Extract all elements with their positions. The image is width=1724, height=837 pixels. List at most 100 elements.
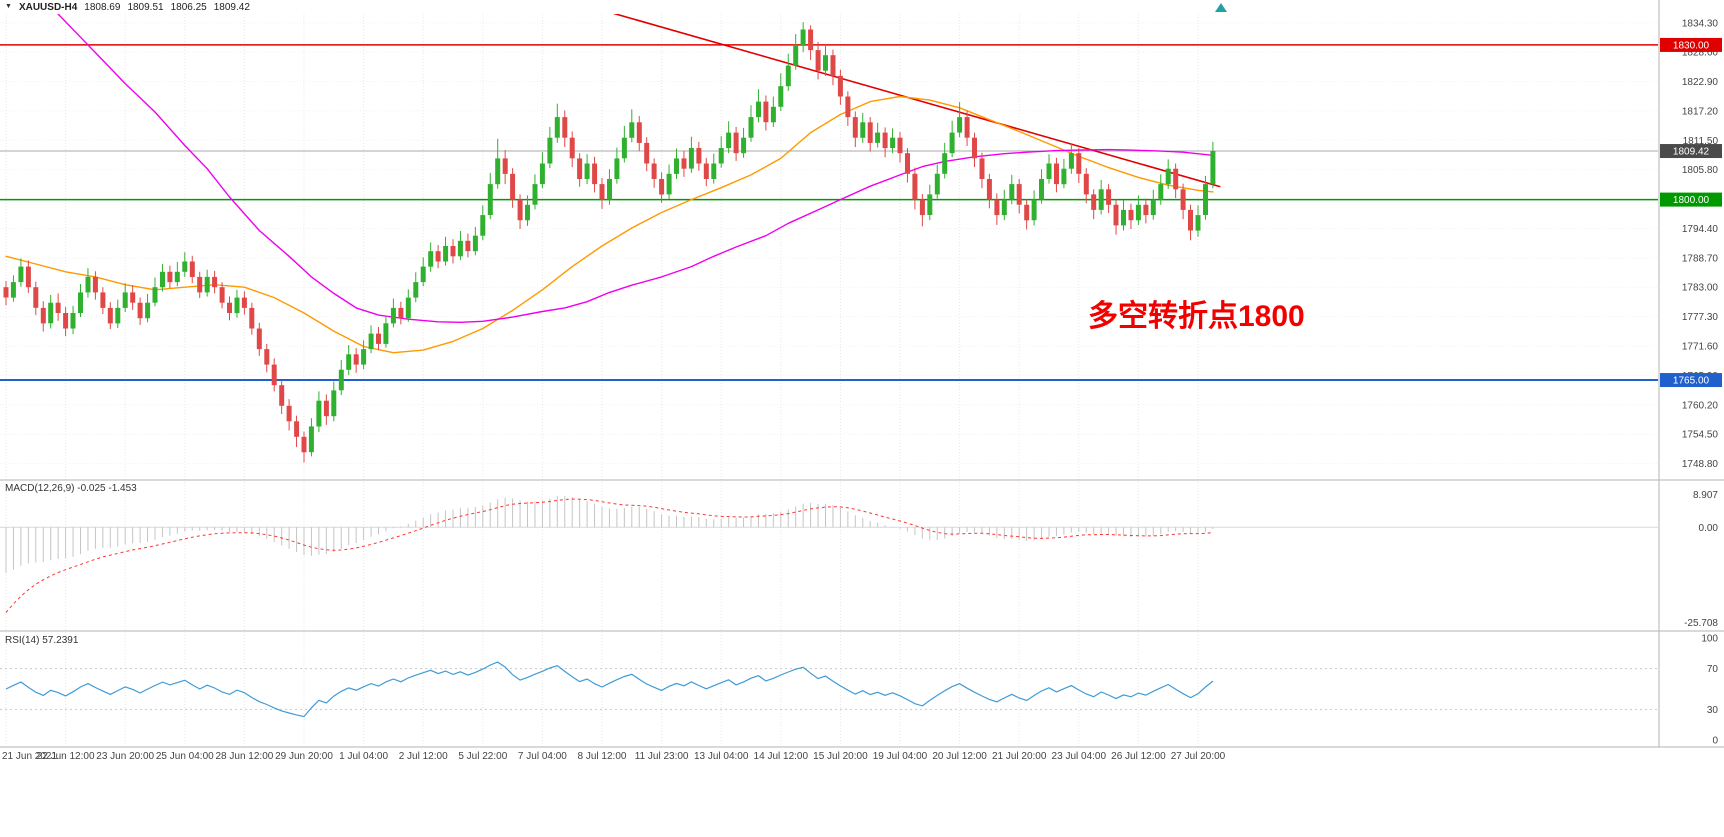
time-tick-label: 19 Jul 04:00 bbox=[873, 751, 928, 762]
time-tick-label: 2 Jul 12:00 bbox=[399, 751, 448, 762]
candle-body bbox=[63, 313, 69, 329]
candle-body bbox=[525, 204, 530, 221]
candle-body bbox=[860, 122, 866, 138]
candle-body bbox=[249, 307, 255, 329]
candle-body bbox=[1106, 189, 1112, 205]
candle-body bbox=[1098, 189, 1104, 210]
candle-body bbox=[1061, 168, 1067, 185]
candle-body bbox=[130, 292, 136, 303]
candle-body bbox=[882, 132, 888, 149]
symbol-dropdown-icon[interactable]: ▼ bbox=[5, 3, 12, 10]
chart-header: ▼ XAUUSD-H4 1808.69 1809.51 1806.25 1809… bbox=[5, 1, 250, 13]
candle-body bbox=[1091, 194, 1097, 210]
rsi-line bbox=[5, 661, 1214, 718]
price-tick-label: 1811.50 bbox=[1683, 136, 1719, 147]
candle-body bbox=[584, 163, 590, 179]
rsi-axis[interactable]: 100 70 30 0 bbox=[1701, 634, 1718, 747]
candle-body bbox=[286, 405, 292, 422]
candle-body bbox=[949, 132, 955, 154]
candle-body bbox=[398, 307, 404, 319]
candle-body bbox=[55, 302, 61, 313]
candle-body bbox=[1173, 168, 1179, 190]
candle-body bbox=[778, 86, 784, 107]
price-badge-label: 1809.42 bbox=[1673, 147, 1710, 158]
rsi-name: RSI(14) bbox=[5, 635, 40, 646]
price-tick-label: 1788.70 bbox=[1682, 253, 1719, 264]
candle-body bbox=[390, 307, 396, 324]
price-tick-label: 1822.90 bbox=[1682, 77, 1719, 88]
candle-body bbox=[316, 400, 322, 427]
candle-body bbox=[875, 132, 881, 143]
time-tick-label: 21 Jun 2021 bbox=[2, 751, 57, 762]
candle-body bbox=[152, 287, 158, 303]
candle-body bbox=[793, 44, 799, 66]
chart-annotation-text: 多空转折点1800 bbox=[1088, 300, 1305, 333]
candle-body bbox=[3, 287, 9, 298]
candle-body bbox=[405, 297, 411, 319]
candle-body bbox=[264, 349, 270, 365]
candle-body bbox=[621, 137, 627, 159]
time-tick-label: 23 Jul 04:00 bbox=[1052, 751, 1107, 762]
candle-body bbox=[25, 266, 31, 288]
candle-body bbox=[256, 328, 262, 350]
candle-body bbox=[629, 122, 635, 138]
candle-body bbox=[122, 292, 128, 308]
candle-body bbox=[219, 287, 225, 303]
candle-body bbox=[1009, 184, 1015, 200]
candle-body bbox=[800, 29, 806, 45]
time-tick-label: 29 Jun 20:00 bbox=[275, 751, 333, 762]
trendline[interactable] bbox=[580, 4, 1221, 188]
candle-body bbox=[92, 276, 98, 293]
macd-values: -0.025 -1.453 bbox=[77, 483, 137, 494]
candle-body bbox=[785, 65, 791, 87]
macd-name: MACD(12,26,9) bbox=[5, 483, 75, 494]
candle-body bbox=[748, 117, 754, 138]
candle-body bbox=[197, 276, 203, 293]
candle-body bbox=[845, 96, 851, 118]
candle-body bbox=[532, 184, 538, 205]
rsi-indicator-label: RSI(14) 57.2391 bbox=[5, 635, 78, 646]
candle-body bbox=[1068, 153, 1074, 169]
ohlc-open: 1808.69 bbox=[84, 1, 121, 13]
candle-body bbox=[174, 271, 180, 283]
candle-body bbox=[547, 137, 553, 164]
candle-body bbox=[160, 271, 165, 288]
macd-tick-label: -25.708 bbox=[1684, 618, 1718, 629]
candle-body bbox=[457, 240, 463, 257]
candle-body bbox=[644, 142, 650, 164]
candle-body bbox=[1024, 204, 1030, 221]
candle-body bbox=[688, 148, 694, 169]
candle-body bbox=[808, 29, 814, 51]
candle-body bbox=[487, 184, 493, 215]
candle-body bbox=[852, 117, 858, 138]
candle-body bbox=[823, 55, 828, 71]
candle-body bbox=[443, 246, 449, 262]
candle-body bbox=[465, 240, 471, 252]
time-tick-label: 7 Jul 04:00 bbox=[518, 751, 567, 762]
candle-body bbox=[100, 292, 106, 308]
candle-body bbox=[1121, 209, 1126, 226]
price-axis[interactable]: 1834.30 1828.60 1822.90 1817.20 1811.50 1805.… bbox=[1660, 18, 1722, 470]
time-tick-label: 8 Jul 12:00 bbox=[578, 751, 627, 762]
price-badge-label: 1800.00 bbox=[1673, 195, 1710, 206]
rsi-tick-label: 70 bbox=[1707, 664, 1719, 675]
price-badge-label: 1765.00 bbox=[1673, 376, 1710, 387]
candle-body bbox=[182, 261, 188, 272]
candle-body bbox=[18, 266, 24, 283]
candle-body bbox=[383, 323, 389, 344]
time-tick-label: 27 Jul 20:00 bbox=[1171, 751, 1226, 762]
macd-signal-line bbox=[5, 498, 1213, 613]
macd-axis[interactable]: 8.907 0.00 -25.708 bbox=[1684, 490, 1718, 629]
candle-body bbox=[1083, 173, 1089, 195]
candle-body bbox=[897, 137, 903, 154]
candle-body bbox=[964, 117, 970, 138]
candle-body bbox=[1054, 163, 1059, 185]
candle-body bbox=[718, 148, 724, 164]
candle-body bbox=[85, 276, 91, 293]
candle-body bbox=[905, 153, 910, 174]
candle-body bbox=[1188, 209, 1193, 231]
time-tick-label: 15 Jul 20:00 bbox=[813, 751, 868, 762]
candle-body bbox=[763, 101, 769, 123]
